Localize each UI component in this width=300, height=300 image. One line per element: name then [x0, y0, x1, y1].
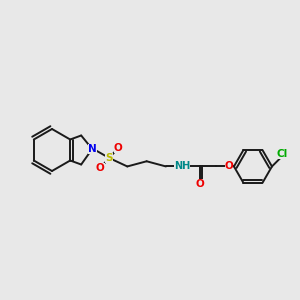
Text: N: N — [88, 144, 97, 154]
Text: NH: NH — [174, 161, 190, 172]
Text: O: O — [96, 163, 105, 173]
Text: O: O — [225, 161, 233, 172]
Text: O: O — [114, 143, 123, 153]
Text: S: S — [105, 153, 113, 163]
Text: Cl: Cl — [276, 149, 288, 160]
Text: O: O — [196, 179, 204, 190]
